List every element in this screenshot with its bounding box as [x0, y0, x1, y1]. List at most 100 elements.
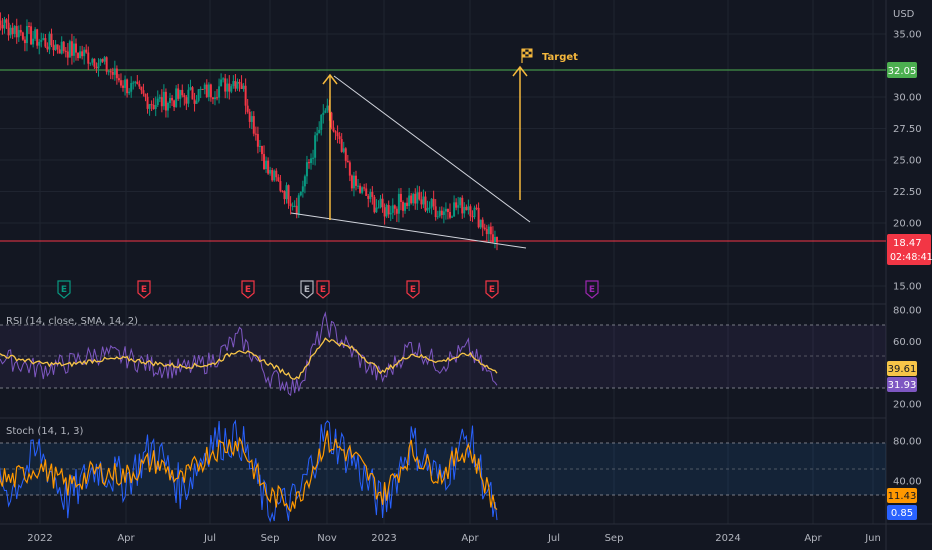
candle-body [97, 62, 100, 69]
price-axis[interactable]: USD 35.0030.0027.5025.0022.5020.0015.00 … [887, 9, 932, 520]
currency-label: USD [893, 9, 915, 20]
candle-body [271, 170, 274, 181]
earnings-marker[interactable]: E [137, 280, 151, 299]
candle-body [410, 195, 413, 204]
candle-body [404, 202, 407, 211]
candle-body [40, 39, 43, 42]
pattern-height-arrow[interactable] [322, 73, 338, 220]
candle-body [113, 68, 116, 75]
candle-body [54, 44, 57, 51]
candle-body [171, 97, 174, 101]
candle-body [483, 227, 486, 230]
candle-body [246, 105, 249, 112]
candle-body [25, 26, 28, 44]
svg-text:E: E [410, 285, 416, 295]
time-axis-label: Apr [461, 533, 479, 544]
rsi-title[interactable]: RSI (14, close, SMA, 14, 2) [6, 316, 138, 327]
candle-body [230, 86, 233, 92]
candle-body [154, 104, 157, 110]
candle-body [169, 97, 172, 103]
target-price-label: 32.05 [888, 66, 917, 77]
candle-body [126, 79, 129, 94]
candle-body [289, 203, 292, 207]
candle-body [440, 210, 443, 215]
candle-body [430, 198, 433, 208]
price-tick-label: 20.00 [893, 219, 922, 230]
candle-body [322, 112, 325, 115]
candle-body [205, 84, 208, 98]
candle-body [220, 79, 223, 87]
candle-body [438, 210, 441, 217]
candle-body [260, 146, 263, 155]
earnings-marker[interactable]: E [316, 280, 330, 299]
candle-body [314, 135, 317, 158]
time-axis-label: Apr [117, 533, 135, 544]
candle-body [377, 207, 380, 209]
candle-body [244, 85, 247, 106]
checkered-flag-icon [521, 48, 533, 63]
candle-body [279, 181, 282, 191]
earnings-marker[interactable]: E [485, 280, 499, 299]
earnings-marker[interactable]: E [241, 280, 255, 299]
bar-countdown-label: 02:48:41 [890, 252, 932, 263]
candle-body [173, 100, 176, 108]
candle-body [85, 49, 88, 53]
candle-body [399, 193, 402, 203]
target-arrow[interactable] [512, 65, 528, 200]
candle-body [461, 197, 464, 214]
time-axis[interactable]: 2022 Apr Jul Sep Nov 2023 Apr Jul Sep 2024 Apr Jun [27, 533, 881, 544]
stoch-panel[interactable]: Stoch (14, 1, 3) [0, 419, 886, 523]
candle-body [134, 81, 137, 83]
candle-body [162, 91, 165, 107]
candle-body [291, 205, 294, 207]
candle-body [15, 26, 18, 38]
candle-body [146, 96, 149, 109]
candle-body [115, 68, 118, 79]
candle-body [124, 79, 127, 88]
candle-body [128, 91, 131, 94]
candle-body [105, 57, 108, 72]
candle-body [493, 236, 496, 243]
candle-body [228, 83, 231, 92]
candle-body [87, 52, 90, 64]
last-price-label: 18.47 [893, 238, 922, 249]
candle-body [30, 26, 33, 45]
stoch-tick-label: 80.00 [893, 437, 922, 448]
candle-body [164, 91, 167, 111]
price-tick-label: 25.00 [893, 156, 922, 167]
candle-body [338, 136, 341, 140]
candle-body [75, 43, 78, 53]
candle-body [13, 26, 16, 34]
candle-body [434, 206, 437, 217]
time-axis-label: 2024 [715, 533, 740, 544]
earnings-marker[interactable]: E [57, 280, 71, 299]
candle-body [185, 97, 188, 104]
candle-body [70, 41, 73, 56]
candle-body [201, 88, 204, 90]
candle-body [254, 133, 257, 135]
wedge-upper-line[interactable] [333, 75, 531, 223]
rsi-panel[interactable]: RSI (14, close, SMA, 14, 2) [0, 311, 886, 397]
price-tick-label: 27.50 [893, 124, 922, 135]
rsi-value-badge [887, 377, 917, 392]
candle-body [354, 175, 357, 186]
candle-body [395, 208, 398, 214]
rsi-tick-label: 20.00 [893, 400, 922, 411]
candle-body [109, 71, 112, 73]
candle-body [193, 99, 196, 104]
candle-body [46, 46, 49, 50]
earnings-marker[interactable]: E [406, 280, 420, 299]
candle-body [150, 104, 153, 106]
candle-body [479, 219, 482, 228]
candle-body [453, 202, 456, 217]
candle-body [391, 205, 394, 213]
svg-text:E: E [245, 285, 251, 295]
candle-body [269, 170, 272, 174]
stoch-title[interactable]: Stoch (14, 1, 3) [6, 426, 83, 437]
earnings-marker[interactable]: E [300, 280, 314, 299]
earnings-marker[interactable]: E [585, 280, 599, 299]
candle-body [446, 208, 449, 213]
